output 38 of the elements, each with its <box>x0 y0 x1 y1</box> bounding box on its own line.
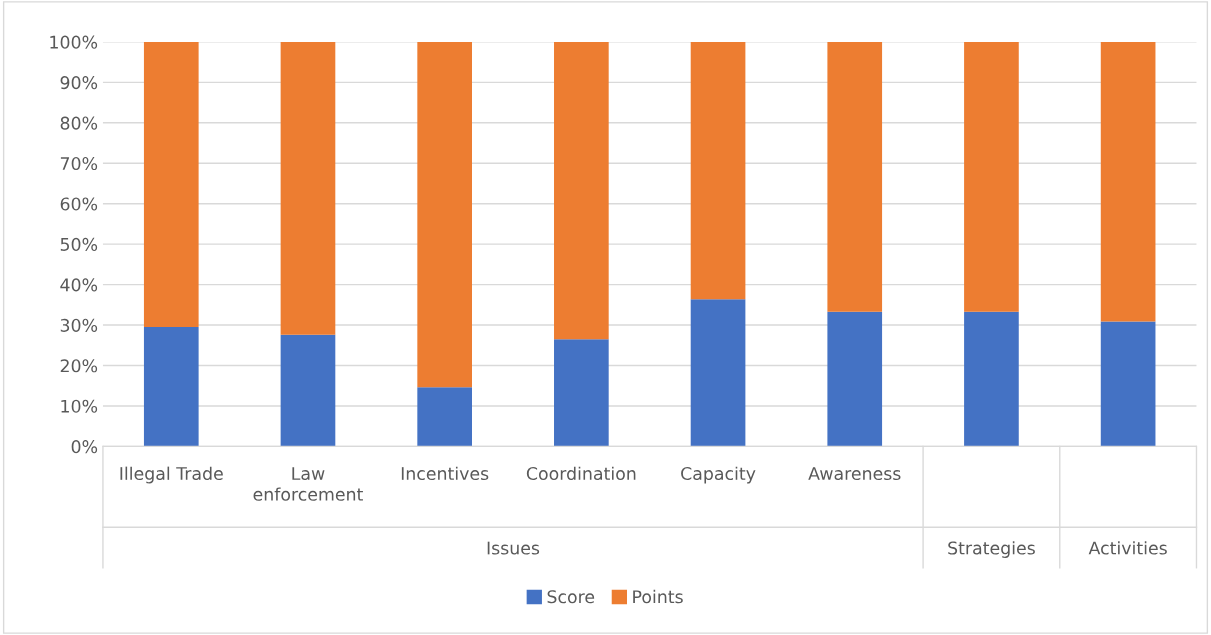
y-tick-label: 70% <box>60 156 98 171</box>
legend-label: Points <box>633 589 683 604</box>
bar <box>554 339 609 447</box>
y-tick-label: 50% <box>60 237 98 251</box>
x-tick-label: Illegal Trade <box>120 466 223 484</box>
bar <box>417 387 472 447</box>
bar <box>143 41 199 328</box>
bar <box>827 311 883 447</box>
bar <box>280 334 336 447</box>
x-tick-label: Coordination <box>526 466 636 481</box>
x-tick-label: Incentives <box>401 466 489 481</box>
y-tick-label: 10% <box>61 399 98 413</box>
bar <box>143 327 199 447</box>
bar <box>690 41 746 300</box>
y-tick-label: 20% <box>60 359 98 373</box>
text: Issues <box>487 541 540 555</box>
bar <box>417 41 472 388</box>
bar <box>1100 41 1156 322</box>
bar <box>554 41 609 340</box>
y-tick-label: 100% <box>50 35 98 49</box>
x-tick-label: Law enforcement <box>253 467 363 501</box>
y-tick-label: 30% <box>60 318 98 332</box>
bar <box>964 311 1019 447</box>
y-tick-label: 60% <box>60 197 98 211</box>
bar <box>690 299 746 447</box>
bar <box>964 41 1019 312</box>
text: Strategies <box>948 541 1035 558</box>
x-tick-label: Capacity <box>681 466 756 484</box>
text: Activities <box>1088 541 1167 555</box>
x-tick-label: Awareness <box>808 467 901 481</box>
y-tick-label: 90% <box>60 76 98 90</box>
bar <box>827 41 883 312</box>
y-tick-label: 0% <box>71 440 98 454</box>
bar <box>1100 321 1156 447</box>
legend-label: Score <box>547 590 595 604</box>
y-tick-label: 80% <box>60 116 98 130</box>
y-tick-label: 40% <box>60 278 98 292</box>
bar <box>280 41 336 335</box>
